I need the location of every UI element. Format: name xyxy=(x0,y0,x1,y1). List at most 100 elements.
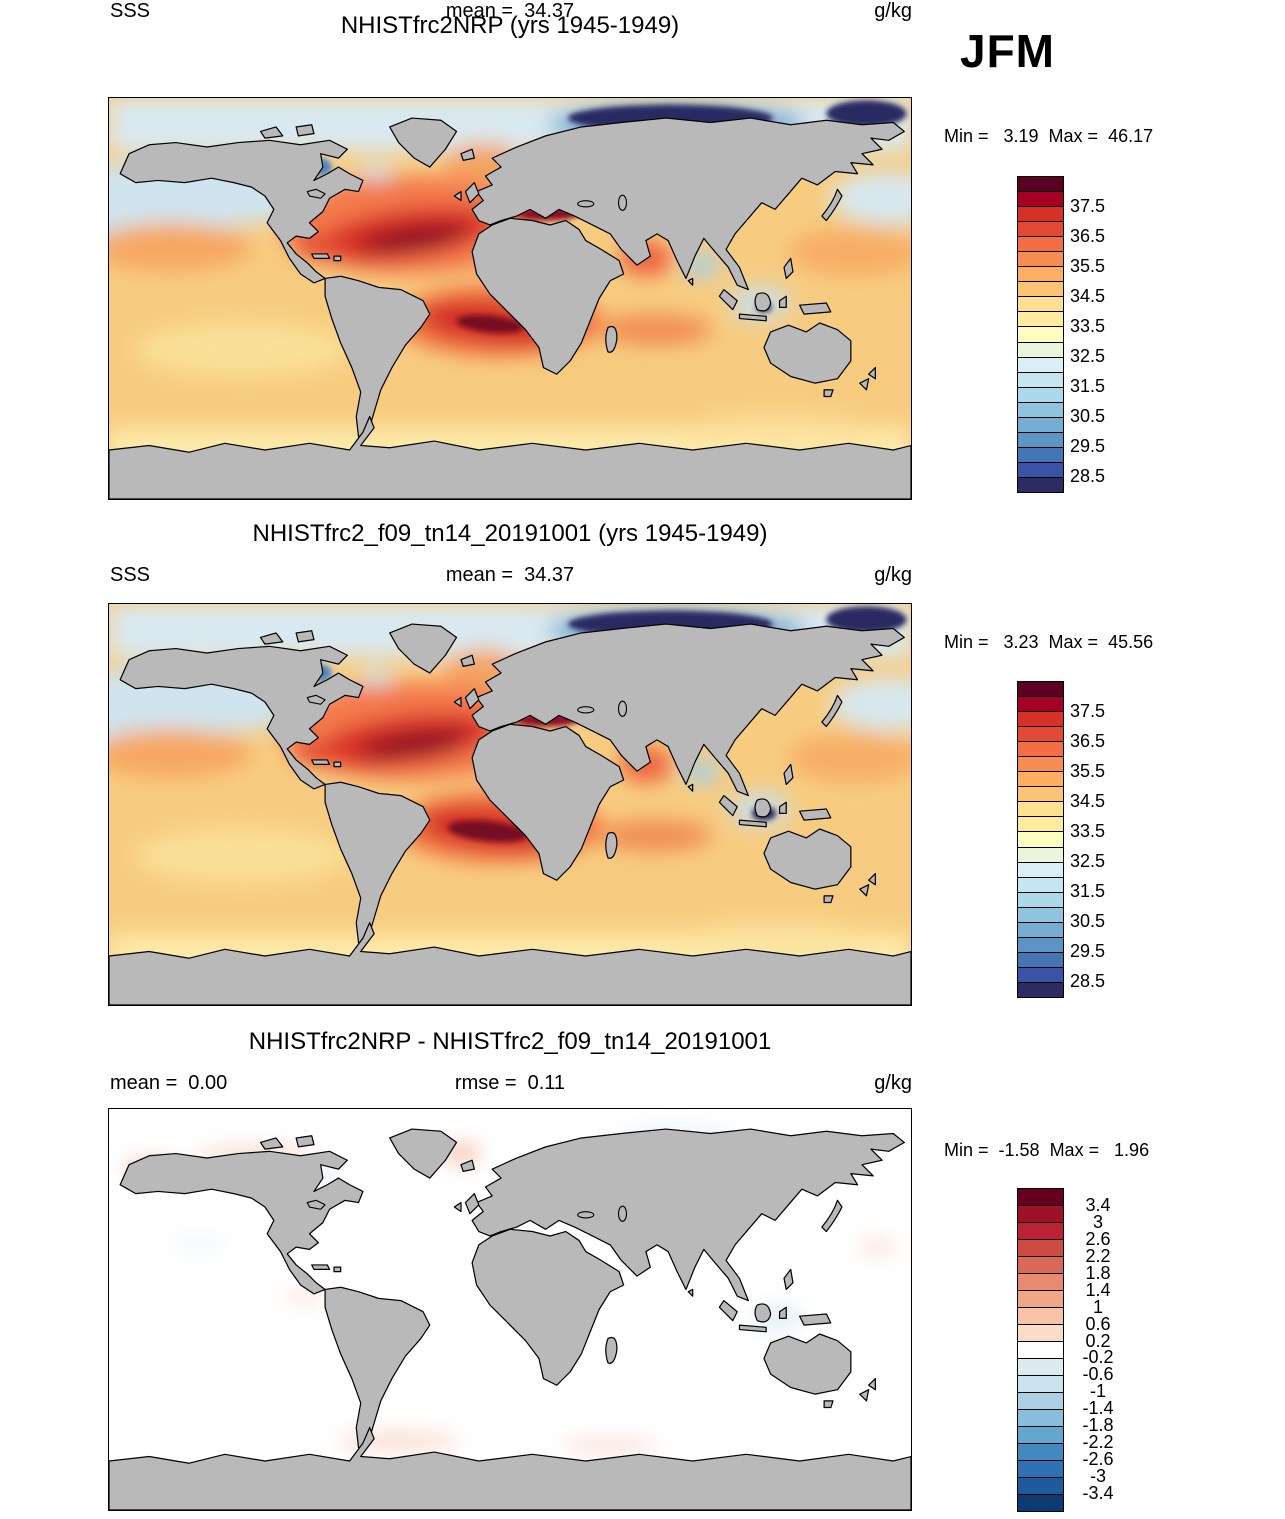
panel2-title: NHISTfrc2_f09_tn14_20191001 (yrs 1945-19… xyxy=(252,520,768,547)
colorbar-tick-label: -2.2 xyxy=(1082,1432,1114,1453)
colorbar-labels-panel2: 37.5 36.5 35.5 34.5 33.5 32.5 31.5 30.5 29.5 28.5 xyxy=(1070,681,1150,996)
colorbar-cell xyxy=(1018,877,1063,893)
panel2-mean: mean = 34.37 xyxy=(445,564,575,586)
colorbar-cell xyxy=(1018,772,1063,788)
colorbar-cell xyxy=(1018,237,1063,253)
colorbar-tick-label: 35.5 xyxy=(1070,761,1106,781)
colorbar-tick-label: 33.5 xyxy=(1070,821,1106,841)
colorbar-cell xyxy=(1018,1478,1063,1495)
colorbar-tick-label: 30.5 xyxy=(1070,406,1106,426)
colorbar-tick-label: -3.4 xyxy=(1082,1483,1114,1504)
colorbar-cell xyxy=(1018,177,1063,193)
panel1-variable-label: SSS xyxy=(110,0,151,22)
colorbar-cell xyxy=(1018,447,1063,463)
colorbar-tick-label: 34.5 xyxy=(1070,791,1106,811)
colorbar-cell xyxy=(1018,432,1063,448)
colorbar-cell xyxy=(1018,922,1063,938)
colorbar-panel2 xyxy=(1017,681,1064,998)
panel3-rmse: rmse = 0.11 xyxy=(454,1072,566,1094)
colorbar-cell xyxy=(1018,1240,1063,1257)
colorbar-cell xyxy=(1018,832,1063,848)
panel1-minmax: Min = 3.19 Max = 46.17 xyxy=(944,126,1154,146)
colorbar-cell xyxy=(1018,862,1063,878)
colorbar-tick-label: -2.6 xyxy=(1082,1449,1114,1470)
colorbar-tick-label: 35.5 xyxy=(1070,256,1106,276)
colorbar-cell xyxy=(1018,192,1063,208)
colorbar-tick-label: 0.2 xyxy=(1085,1330,1111,1351)
colorbar-cell xyxy=(1018,1223,1063,1240)
colorbar-tick-label: 2.2 xyxy=(1085,1245,1111,1266)
colorbar-cell xyxy=(1018,417,1063,433)
colorbar-cell xyxy=(1018,817,1063,833)
colorbar-cell xyxy=(1018,802,1063,818)
colorbar-cell xyxy=(1018,1444,1063,1461)
colorbar-cell xyxy=(1018,1325,1063,1342)
colorbar-cell xyxy=(1018,1342,1063,1359)
colorbar-cell xyxy=(1018,937,1063,953)
colorbar-cell xyxy=(1018,892,1063,908)
colorbar-cell xyxy=(1018,742,1063,758)
colorbar-cell xyxy=(1018,1393,1063,1410)
colorbar-cell xyxy=(1018,682,1063,698)
colorbar-tick-label: 32.5 xyxy=(1070,851,1106,871)
colorbar-tick-label: 33.5 xyxy=(1070,316,1106,336)
colorbar-cell xyxy=(1018,387,1063,403)
colorbar-cell xyxy=(1018,357,1063,373)
colorbar-cell xyxy=(1018,697,1063,713)
colorbar-tick-label: 1.4 xyxy=(1085,1279,1111,1300)
colorbar-cell xyxy=(1018,327,1063,343)
colorbar-tick-label: 36.5 xyxy=(1070,226,1106,246)
colorbar-cell xyxy=(1018,982,1063,997)
colorbar-cell xyxy=(1018,1308,1063,1325)
colorbar-cell xyxy=(1018,267,1063,283)
colorbar-tick-label: -0.2 xyxy=(1082,1347,1114,1368)
colorbar-tick-label: 37.5 xyxy=(1070,196,1106,216)
map-panel2-model-b xyxy=(108,603,912,1006)
panel1-mean: mean = 34.37 xyxy=(445,0,575,22)
panel2-variable-label: SSS xyxy=(110,564,151,586)
colorbar-cell xyxy=(1018,297,1063,313)
colorbar-tick-label: 1.8 xyxy=(1085,1262,1111,1283)
colorbar-cell xyxy=(1018,952,1063,968)
colorbar-tick-label: 31.5 xyxy=(1070,376,1106,396)
colorbar-tick-label: 32.5 xyxy=(1070,346,1106,366)
colorbar-cell xyxy=(1018,207,1063,223)
panel3-minmax: Min = -1.58 Max = 1.96 xyxy=(944,1140,1150,1160)
colorbar-cell xyxy=(1018,222,1063,238)
colorbar-cell xyxy=(1018,1461,1063,1478)
colorbar-cell xyxy=(1018,1427,1063,1444)
colorbar-cell xyxy=(1018,967,1063,983)
panel3-title: NHISTfrc2NRP - NHISTfrc2_f09_tn14_201910… xyxy=(248,1028,772,1055)
colorbar-labels-panel1: 37.5 36.5 35.5 34.5 33.5 32.5 31.5 30.5 29.5 28.5 xyxy=(1070,176,1150,491)
colorbar-tick-label: 3.4 xyxy=(1085,1194,1111,1215)
panel3-mean: mean = 0.00 xyxy=(110,1072,228,1094)
colorbar-tick-label: -0.6 xyxy=(1082,1364,1114,1385)
map-panel1-model-a xyxy=(108,97,912,500)
map-panel3-difference xyxy=(108,1108,912,1511)
colorbar-panel1 xyxy=(1017,176,1064,493)
colorbar-cell xyxy=(1018,787,1063,803)
colorbar-cell xyxy=(1018,847,1063,863)
colorbar-cell xyxy=(1018,1189,1063,1206)
colorbar-cell xyxy=(1018,1495,1063,1511)
colorbar-tick-label: -1.8 xyxy=(1082,1415,1114,1436)
colorbar-tick-label: 30.5 xyxy=(1070,911,1106,931)
colorbar-cell xyxy=(1018,1257,1063,1274)
colorbar-cell xyxy=(1018,282,1063,298)
colorbar-cell xyxy=(1018,907,1063,923)
colorbar-tick-label: -1 xyxy=(1089,1381,1106,1402)
colorbar-tick-label: -1.4 xyxy=(1082,1398,1114,1419)
colorbar-cell xyxy=(1018,1274,1063,1291)
colorbar-labels-panel3: 3.4 3 2.6 2.2 1.8 1.4 1 0.6 0.2 -0.2 -0.6 -1 -1.4 -1.… xyxy=(1062,1188,1134,1510)
colorbar-tick-label: 37.5 xyxy=(1070,701,1106,721)
colorbar-cell xyxy=(1018,1206,1063,1223)
panel2-minmax: Min = 3.23 Max = 45.56 xyxy=(944,632,1154,652)
colorbar-tick-label: 3 xyxy=(1092,1211,1103,1232)
colorbar-cell xyxy=(1018,757,1063,773)
colorbar-tick-label: 31.5 xyxy=(1070,881,1106,901)
colorbar-tick-label: 36.5 xyxy=(1070,731,1106,751)
colorbar-cell xyxy=(1018,1410,1063,1427)
panel1-title: NHISTfrc2NRP (yrs 1945-1949) xyxy=(340,12,680,39)
colorbar-tick-label: 29.5 xyxy=(1070,941,1106,961)
